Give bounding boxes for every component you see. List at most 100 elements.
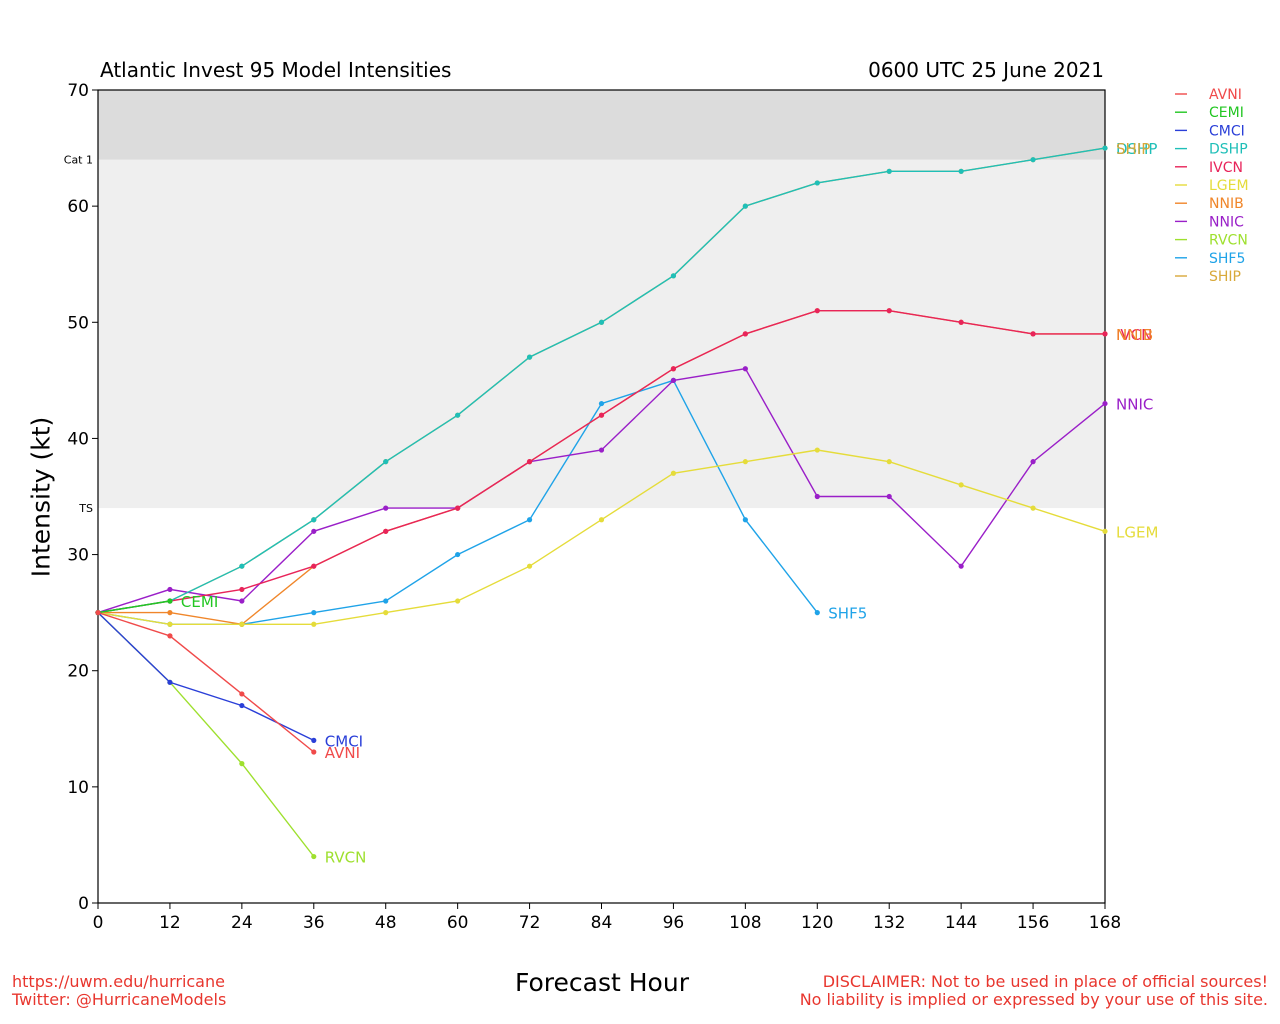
y-tick-label: 40 [67, 429, 89, 449]
end-label-ivcn: IVCN [1116, 326, 1152, 344]
data-point-nnic [958, 563, 964, 569]
legend-label-cemi: CEMI [1209, 105, 1244, 121]
x-tick-label: 72 [519, 913, 541, 933]
x-tick-label: 60 [447, 913, 469, 933]
legend-label-nnib: NNIB [1209, 196, 1244, 212]
data-point-nnic [886, 493, 892, 500]
data-point-lgem [239, 621, 245, 627]
data-point-lgem [742, 459, 748, 465]
data-point-shf5 [383, 598, 389, 604]
data-point-lgem [886, 459, 892, 465]
legend-label-ivcn: IVCN [1209, 160, 1243, 176]
data-point-dshp [455, 412, 461, 418]
data-point-lgem [167, 621, 173, 627]
data-point-cmci [239, 702, 245, 709]
data-point-ivcn [598, 412, 605, 418]
data-point-dshp [742, 203, 748, 209]
data-point-ivcn [742, 331, 748, 337]
data-point-nnic [670, 377, 677, 383]
data-point-avni [311, 749, 317, 755]
end-label-lgem: LGEM [1116, 523, 1158, 541]
y-axis-label: Intensity (kt) [26, 416, 56, 578]
data-point-lgem [383, 610, 389, 616]
data-point-avni [239, 691, 245, 697]
data-point-lgem [598, 517, 605, 523]
data-point-shf5 [526, 517, 533, 523]
data-point-ivcn [239, 586, 245, 593]
chart-title: Atlantic Invest 95 Model Intensities [100, 58, 452, 82]
data-point-ivcn [1102, 331, 1108, 337]
data-point-avni [95, 610, 101, 616]
footer-twitter-link[interactable]: Twitter: @HurricaneModels [12, 990, 227, 1009]
data-point-dshp [1030, 157, 1036, 163]
data-point-lgem [1030, 505, 1036, 511]
data-point-nnic [1102, 400, 1108, 407]
end-label-rvcn: RVCN [325, 849, 367, 867]
data-point-lgem [311, 621, 317, 627]
y-tick-label: 10 [67, 778, 89, 798]
data-point-lgem [670, 470, 677, 476]
disclaimer-line-1: DISCLAIMER: Not to be used in place of o… [822, 972, 1268, 991]
data-point-nnic [239, 598, 245, 604]
legend-label-ship: SHIP [1209, 269, 1241, 285]
legend-label-lgem: LGEM [1209, 178, 1249, 194]
legend-label-shf5: SHF5 [1209, 251, 1245, 267]
end-label-dshp: DSHP [1116, 140, 1157, 158]
end-label-avni: AVNI [325, 744, 360, 762]
series-line-cmci [97, 612, 315, 742]
footer-url-link[interactable]: https://uwm.edu/hurricane [12, 972, 225, 991]
data-point-ivcn [526, 459, 533, 465]
data-point-dshp [239, 563, 245, 569]
x-tick-label: 168 [1089, 913, 1121, 933]
data-point-dshp [1102, 145, 1108, 151]
data-point-cmci [167, 679, 173, 685]
end-label-cemi: CEMI [181, 593, 218, 611]
y-tick-label: 30 [67, 546, 89, 566]
x-tick-label: 84 [591, 913, 613, 933]
x-tick-label: 156 [1017, 913, 1049, 933]
band-ts [98, 159, 1105, 509]
legend-label-dshp: DSHP [1209, 142, 1248, 158]
data-point-dshp [598, 319, 605, 325]
data-point-shf5 [455, 551, 461, 558]
data-point-dshp [311, 517, 317, 523]
data-point-dshp [814, 180, 820, 186]
data-point-dshp [958, 168, 964, 174]
data-point-cmci [311, 737, 317, 744]
data-point-dshp [383, 459, 389, 465]
data-point-nnic [598, 447, 605, 453]
x-tick-label: 0 [93, 913, 104, 933]
series-line-cemi [97, 600, 171, 614]
data-point-ivcn [886, 308, 892, 314]
data-point-ivcn [1030, 331, 1036, 337]
data-point-rvcn [311, 853, 317, 860]
x-axis-label: Forecast Hour [515, 968, 689, 997]
data-point-nnic [742, 366, 748, 372]
data-point-shf5 [311, 610, 317, 616]
disclaimer-line-2: No liability is implied or expressed by … [799, 990, 1268, 1009]
footer-credits: https://uwm.edu/hurricane Twitter: @Hurr… [12, 973, 226, 1009]
data-point-dshp [886, 168, 892, 174]
data-point-nnic [383, 505, 389, 511]
data-point-lgem [1102, 528, 1108, 534]
band-label-cat-1: Cat 1 [64, 154, 93, 167]
legend-label-nnic: NNIC [1209, 214, 1244, 230]
band-cat-1 [98, 90, 1105, 160]
y-tick-label: 50 [67, 313, 89, 333]
data-point-cemi [167, 598, 173, 604]
x-tick-label: 12 [159, 913, 181, 933]
x-tick-label: 132 [873, 913, 905, 933]
data-point-rvcn [239, 761, 245, 767]
y-tick-label: 0 [78, 894, 89, 914]
data-point-ivcn [814, 308, 820, 314]
data-point-nnic [1030, 459, 1036, 465]
x-tick-label: 36 [303, 913, 325, 933]
band-label-ts: TS [78, 502, 93, 515]
series-line-avni [97, 611, 315, 753]
y-tick-label: 60 [67, 197, 89, 217]
data-point-lgem [814, 447, 820, 453]
end-label-shf5: SHF5 [828, 605, 867, 623]
y-tick-label: 20 [67, 662, 89, 682]
data-point-nnic [311, 528, 317, 534]
